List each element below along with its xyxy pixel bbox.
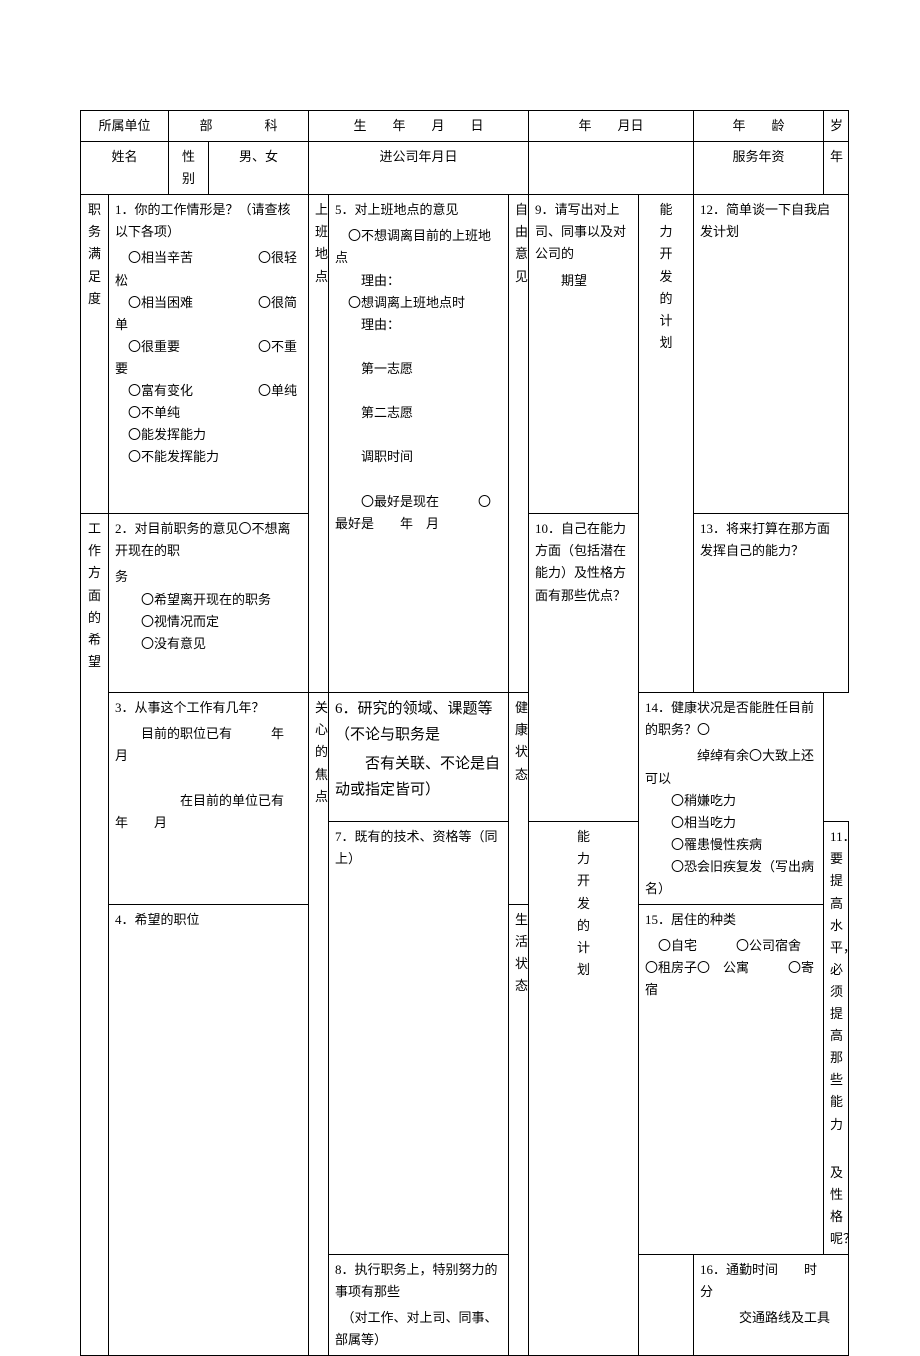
unit-value[interactable]: 部 科 [169,111,309,142]
q11-blank[interactable] [639,1255,694,1356]
name-label: 姓名 [81,142,169,195]
age-unit: 岁 [824,111,849,142]
q8-cell[interactable]: 8．执行职务上，特别努力的事项有那些 （对工作、对上司、同事、部属等） [329,1255,509,1356]
q2-cell[interactable]: 2．对目前职务的意见〇不想离开现在的职 务 〇希望离开现在的职务 〇视情况而定 … [109,514,309,693]
label-free-opinion: 自由意见 [509,195,529,693]
q5-cell[interactable]: 5．对上班地点的意见 〇不想调离目前的上班地点 理由： 〇想调离上班地点时 理由… [329,195,509,693]
label-health: 健康状态 [509,693,529,905]
q11-cell[interactable]: 11．要提高水平，必须提高那些能力 及 性 格呢？ [824,822,849,1255]
label-work-location: 上班地点 [309,195,329,693]
birth-label: 生 年 月 日 [309,111,529,142]
q3-cell[interactable]: 3．从事这个工作有几年？ 目前的职位已有 年 月 在目前的单位已有 年 月 [109,693,309,905]
gender-value[interactable]: 男、女 [209,142,309,195]
q4-cell[interactable]: 4．希望的职位 [109,905,309,1356]
age-label: 年 龄 [694,111,824,142]
form-page: 所属单位 部 科 生 年 月 日 年 月日 年 龄 岁 姓名 性 别 男、女 进… [0,0,920,1303]
form-table: 所属单位 部 科 生 年 月 日 年 月日 年 龄 岁 姓名 性 别 男、女 进… [80,110,849,1356]
q6-cell[interactable]: 6．研究的领域、课题等（不论与职务是 否有关联、不论是自动或指定皆可） [329,693,509,822]
q13-cell[interactable]: 13．将来打算在那方面发挥自己的能力？ [694,514,849,693]
label-dev-plan-2: 能力开发的计划 [529,822,639,1356]
label-satisfaction: 职务满足度 [81,195,109,514]
q9-cell[interactable]: 9．请写出对上司、同事以及对公司的 期望 [529,195,639,514]
q10-cell[interactable]: 10．自己在能力方面（包括潜在能力）及性格方面有那些优点？ [529,514,639,822]
gender-label: 性 别 [169,142,209,195]
unit-label: 所属单位 [81,111,169,142]
header-row-1: 所属单位 部 科 生 年 月 日 年 月日 年 龄 岁 [81,111,849,142]
q15-cell[interactable]: 15．居住的种类 〇自宅 〇公司宿舍 〇租房子〇 公寓 〇寄宿 [639,905,824,1255]
date-label[interactable]: 年 月日 [529,111,694,142]
body-row-1: 职务满足度 1．你的工作情形是？（请查核以下各项） 〇相当辛苦 〇很轻松 〇相当… [81,195,849,514]
body-row-3: 3．从事这个工作有几年？ 目前的职位已有 年 月 在目前的单位已有 年 月 关心… [81,693,849,822]
join-value[interactable] [529,142,694,195]
q16-cell[interactable]: 16．通勤时间 时 分 交通路线及工具 [694,1255,849,1356]
label-focus: 关心的焦点 [309,693,329,1356]
service-unit: 年 [824,142,849,195]
label-dev-plan: 能力开发的计划 [639,195,694,693]
q7-cell[interactable]: 7．既有的技术、资格等（同上） [329,822,509,1255]
header-row-2: 姓名 性 别 男、女 进公司年月日 服务年资 年 [81,142,849,195]
q1-cell[interactable]: 1．你的工作情形是？（请查核以下各项） 〇相当辛苦 〇很轻松 〇相当困难 〇很简… [109,195,309,514]
service-label: 服务年资 [694,142,824,195]
q14-cell[interactable]: 14．健康状况是否能胜任目前的职务？〇 绰绰有余〇大致上还可以 〇稍嫌吃力 〇相… [639,693,824,905]
join-label: 进公司年月日 [309,142,529,195]
q12-cell[interactable]: 12．简单谈一下自我启发计划 [694,195,849,514]
label-life: 生活状态 [509,905,529,1356]
label-work-hope: 工作方面的希望 [81,514,109,1356]
